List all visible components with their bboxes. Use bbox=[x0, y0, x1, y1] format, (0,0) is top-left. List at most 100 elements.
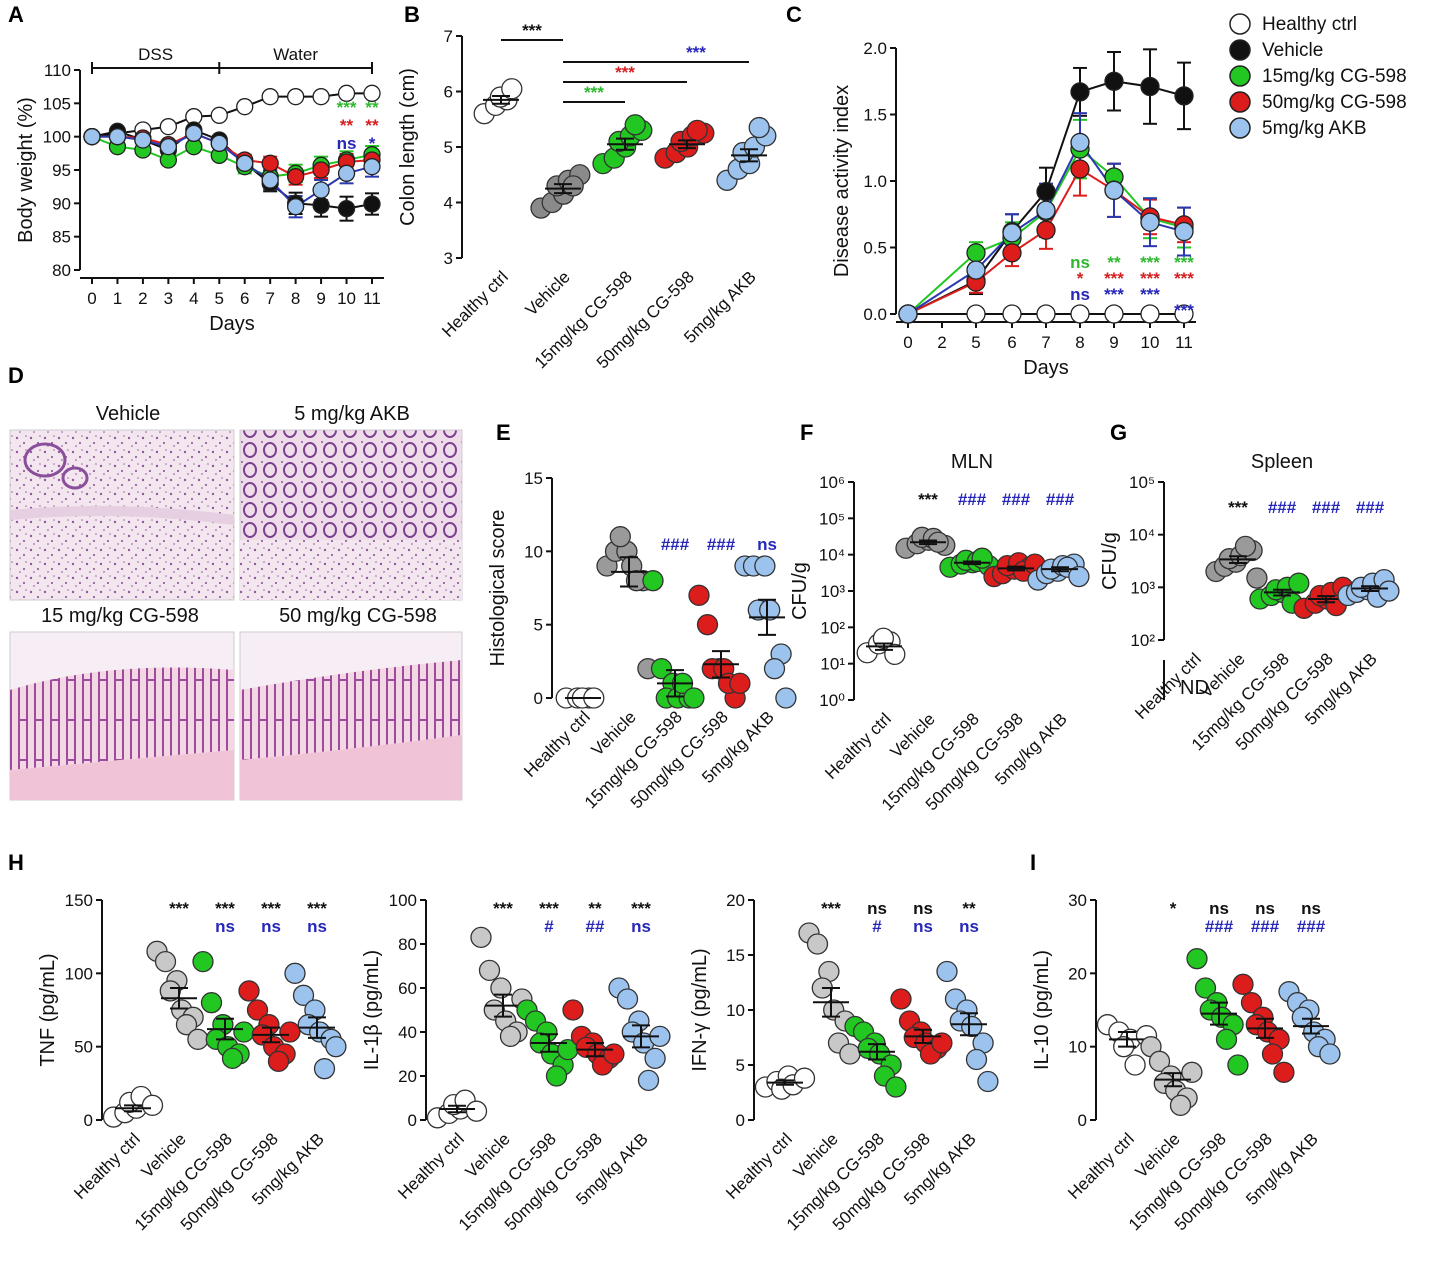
data-point bbox=[1140, 304, 1160, 324]
x-tick-label: 2 bbox=[138, 289, 147, 308]
data-point bbox=[898, 304, 918, 324]
x-tick-label: 10 bbox=[1141, 333, 1160, 352]
significance-label: ** bbox=[365, 98, 379, 117]
data-point bbox=[1140, 76, 1160, 97]
series-line bbox=[91, 92, 372, 138]
data-point bbox=[210, 134, 228, 152]
significance-label: *** bbox=[631, 899, 651, 918]
panel-letter-a: A bbox=[8, 2, 24, 27]
data-point bbox=[312, 88, 330, 106]
data-point bbox=[363, 84, 381, 102]
series-line bbox=[92, 132, 373, 208]
y-tick-label: 4 bbox=[444, 194, 453, 213]
significance-label: ns bbox=[631, 917, 651, 936]
y-axis-label: IFN-γ (pg/mL) bbox=[689, 948, 711, 1071]
data-point bbox=[1104, 71, 1124, 91]
data-point bbox=[159, 980, 181, 1002]
data-point bbox=[1002, 243, 1022, 263]
significance-label: *** bbox=[493, 899, 513, 918]
data-point bbox=[729, 672, 751, 694]
data-point bbox=[284, 962, 306, 984]
data-point bbox=[885, 1076, 907, 1098]
y-tick-label: 100 bbox=[43, 128, 71, 147]
data-point bbox=[1174, 304, 1194, 324]
significance-label: *** bbox=[1174, 269, 1194, 288]
y-tick-label: 105 bbox=[43, 94, 71, 113]
x-tick-label: 6 bbox=[240, 289, 249, 308]
y-axis-label: IL-1β (pg/mL) bbox=[361, 950, 383, 1070]
data-point bbox=[1240, 992, 1263, 1014]
significance-label: ns bbox=[867, 899, 887, 918]
x-tick-label: 0 bbox=[87, 289, 96, 308]
significance-label: *** bbox=[261, 899, 281, 918]
data-point bbox=[1378, 580, 1400, 602]
x-tick-label: 8 bbox=[291, 289, 300, 308]
significance-label: *** bbox=[215, 899, 235, 918]
data-point bbox=[286, 168, 305, 186]
significance-label: ns bbox=[959, 917, 979, 936]
data-point bbox=[501, 78, 523, 100]
significance-label: ### bbox=[958, 490, 987, 509]
significance-label: ### bbox=[1297, 917, 1326, 936]
panel-letter-b: B bbox=[404, 2, 420, 27]
legend-label: 50mg/kg CG-598 bbox=[1262, 92, 1407, 113]
y-tick-label: 3 bbox=[444, 249, 453, 268]
data-point bbox=[884, 643, 906, 666]
data-point bbox=[261, 171, 279, 189]
significance-label: ### bbox=[1002, 490, 1031, 509]
significance-label: # bbox=[872, 917, 882, 936]
x-tick-label: 4 bbox=[189, 289, 198, 308]
data-point bbox=[490, 977, 512, 999]
significance-label: *** bbox=[1228, 498, 1248, 517]
data-point bbox=[1148, 1050, 1171, 1072]
data-point bbox=[936, 960, 958, 983]
data-point bbox=[1215, 1028, 1238, 1050]
data-point bbox=[286, 88, 305, 106]
y-tick-label: 0 bbox=[736, 1111, 745, 1130]
data-point bbox=[200, 992, 223, 1014]
significance-label: ns bbox=[913, 899, 933, 918]
data-point bbox=[609, 526, 631, 548]
panel-letter-f: F bbox=[800, 420, 813, 445]
legend-label: 15mg/kg CG-598 bbox=[1262, 66, 1407, 87]
y-axis-label: Body weight (%) bbox=[15, 97, 37, 243]
data-point bbox=[1036, 200, 1056, 220]
data-point bbox=[1140, 212, 1160, 232]
x-tick-label: 5 bbox=[215, 289, 224, 308]
panel-letter-c: C bbox=[786, 2, 802, 27]
significance-label: ns bbox=[261, 917, 281, 936]
data-point bbox=[236, 98, 254, 116]
data-point bbox=[1291, 1006, 1313, 1028]
significance-label: ns bbox=[913, 917, 933, 936]
data-point bbox=[159, 118, 178, 136]
y-tick-label: 30 bbox=[1068, 891, 1087, 910]
y-tick-label: 7 bbox=[444, 27, 453, 46]
y-tick-label: 100 bbox=[389, 891, 417, 910]
y-axis-label: TNF (pg/mL) bbox=[37, 953, 59, 1066]
phase-label: Water bbox=[273, 45, 318, 64]
y-tick-label: 5 bbox=[736, 1056, 745, 1075]
significance-label: *** bbox=[686, 43, 706, 62]
histology-label-cg15: 15 mg/kg CG-598 bbox=[41, 605, 199, 627]
category-label: Healthy ctrl bbox=[394, 1129, 468, 1203]
significance-label: ### bbox=[1251, 917, 1280, 936]
data-point bbox=[134, 131, 152, 149]
nd-label: ND bbox=[1180, 677, 1209, 699]
data-point bbox=[616, 988, 639, 1010]
y-tick-label: 10 bbox=[726, 1001, 745, 1020]
histology-panel: Vehicle 5 mg/kg AKB 15 mg/kg CG-598 50 m… bbox=[9, 403, 463, 801]
data-point bbox=[1232, 973, 1254, 995]
phase-label: DSS bbox=[138, 45, 173, 64]
y-tick-label: 10³ bbox=[1130, 578, 1155, 597]
x-tick-label: 7 bbox=[265, 289, 274, 308]
y-tick-label: 10 bbox=[524, 542, 543, 561]
data-point bbox=[624, 114, 646, 136]
x-tick-label: 11 bbox=[1175, 333, 1193, 352]
significance-label: *** bbox=[1174, 253, 1194, 272]
chart-title: Spleen bbox=[1251, 451, 1313, 473]
data-point bbox=[966, 304, 986, 324]
data-point bbox=[748, 116, 770, 139]
data-point bbox=[890, 988, 912, 1010]
y-tick-label: 10⁰ bbox=[819, 691, 845, 710]
x-tick-label: 10 bbox=[337, 289, 356, 308]
